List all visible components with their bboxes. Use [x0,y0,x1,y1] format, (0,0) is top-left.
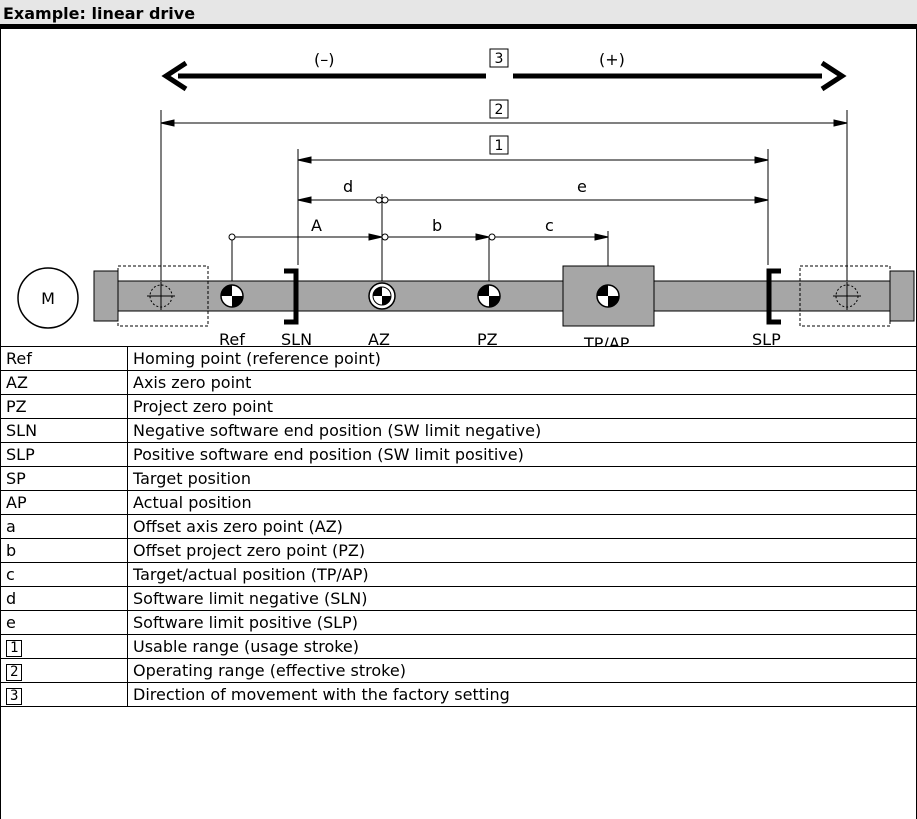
sln-bracket-icon [284,268,299,325]
linear-drive-diagram: (–) (+) 3 2 1 d e [17,48,915,346]
tpap-point-icon [596,284,620,308]
legend-description: Offset project zero point (PZ) [127,538,917,563]
legend-description: Homing point (reference point) [127,346,917,371]
label-pz: PZ [477,330,498,346]
legend-key-text: AZ [6,373,28,392]
legend-row: 3 Direction of movement with the factory … [0,682,917,707]
legend-key-text: SLN [6,421,38,440]
legend-key: 1 [0,634,128,659]
motor-label: M [41,289,55,308]
legend-row: PZ Project zero point [0,394,917,419]
legend-description: Offset axis zero point (AZ) [127,514,917,539]
legend-description: Actual position [127,490,917,515]
legend-key-text: PZ [6,397,27,416]
legend-key-callout: 1 [6,639,23,657]
legend-description: Operating range (effective stroke) [127,658,917,683]
legend-row: 1 Usable range (usage stroke) [0,634,917,659]
legend-description: Positive software end position (SW limit… [127,442,917,467]
legend-row: Ref Homing point (reference point) [0,346,917,371]
legend-description: Software limit positive (SLP) [127,610,917,635]
legend-key-callout: 3 [6,687,23,705]
direction-arrow [161,60,847,92]
slp-bracket-icon [766,268,781,325]
dim-d-label: d [343,177,353,196]
legend-description: Target position [127,466,917,491]
legend-description: Project zero point [127,394,917,419]
legend-row: SP Target position [0,466,917,491]
dim-b-label: b [432,216,442,235]
legend-row: e Software limit positive (SLP) [0,610,917,635]
label-tpap: TP/AP [583,334,630,346]
dim-c-label: c [545,216,554,235]
legend-description: Target/actual position (TP/AP) [127,562,917,587]
pz-point-icon [477,284,501,308]
legend-row: b Offset project zero point (PZ) [0,538,917,563]
legend-description: Direction of movement with the factory s… [127,682,917,707]
legend-row: SLP Positive software end position (SW li… [0,442,917,467]
label-sln: SLN [281,330,312,346]
motor-symbol [17,267,79,329]
legend-key-text: AP [6,493,27,512]
legend-description: Axis zero point [127,370,917,395]
drive-rail [93,265,915,327]
legend-row: a Offset axis zero point (AZ) [0,514,917,539]
legend-description: Usable range (usage stroke) [127,634,917,659]
legend-key: Ref [0,346,128,371]
callout-1-box [489,135,509,155]
legend-key: 3 [0,682,128,707]
legend-key-text: a [6,517,16,536]
callout-3-box [489,48,509,68]
legend-key: c [0,562,128,587]
callout-2-label: 2 [495,102,504,118]
legend-key: SLP [0,442,128,467]
direction-negative-label: (–) [314,50,334,69]
operating-range-dimension [160,110,848,281]
legend-row: AZ Axis zero point [0,370,917,395]
legend-key: PZ [0,394,128,419]
legend-key: SLN [0,418,128,443]
az-point-icon [368,282,396,310]
legend-key: 2 [0,658,128,683]
legend-key: e [0,610,128,635]
usable-range-dimension [297,149,769,265]
ref-point-icon [220,284,244,308]
legend-key-text: c [6,565,15,584]
legend-key-text: e [6,613,16,632]
callout-1-label: 1 [495,138,504,154]
legend-key-text: SP [6,469,26,488]
legend-description: Negative software end position (SW limit… [127,418,917,443]
legend-row: SLN Negative software end position (SW li… [0,418,917,443]
legend-table: Ref Homing point (reference point) AZ Axis … [0,346,917,707]
legend-key-text: Ref [6,349,32,368]
legend-key: a [0,514,128,539]
direction-positive-label: (+) [599,50,625,69]
legend-key: b [0,538,128,563]
legend-row: AP Actual position [0,490,917,515]
legend-key: SP [0,466,128,491]
legend-row: 2 Operating range (effective stroke) [0,658,917,683]
dim-e-label: e [577,177,587,196]
dim-A-label: A [311,216,322,235]
offset-dimensions [228,231,609,287]
legend-row: d Software limit negative (SLN) [0,586,917,611]
legend-key: AP [0,490,128,515]
callout-3-label: 3 [495,51,504,67]
legend-key-callout: 2 [6,663,23,681]
label-az: AZ [368,330,390,346]
legend-description: Software limit negative (SLN) [127,586,917,611]
label-ref: Ref [219,330,245,346]
legend-row: c Target/actual position (TP/AP) [0,562,917,587]
legend-key-text: SLP [6,445,35,464]
callout-2-box [489,99,509,119]
section-title: Example: linear drive [3,4,196,23]
section-header: Example: linear drive [0,0,917,29]
label-slp: SLP [752,330,781,346]
legend-key: d [0,586,128,611]
legend-key: AZ [0,370,128,395]
software-limit-dimensions [297,194,769,287]
legend-key-text: d [6,589,17,608]
legend-key-text: b [6,541,17,560]
